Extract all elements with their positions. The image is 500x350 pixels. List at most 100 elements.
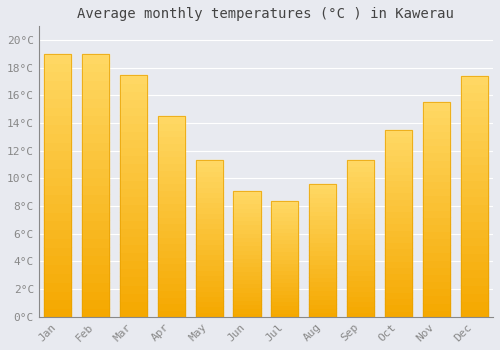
Bar	[309, 241, 336, 246]
Bar	[82, 203, 109, 212]
Bar	[234, 275, 260, 279]
Bar	[196, 181, 223, 187]
Bar	[158, 163, 185, 170]
Bar	[422, 252, 450, 260]
Bar	[347, 176, 374, 181]
Bar	[234, 191, 260, 317]
Bar	[460, 309, 488, 317]
Bar	[347, 259, 374, 265]
Bar	[271, 313, 298, 317]
Bar	[422, 102, 450, 317]
Bar	[44, 256, 72, 264]
Bar	[44, 177, 72, 186]
Bar	[422, 217, 450, 224]
Bar	[385, 130, 412, 136]
Bar	[460, 220, 488, 229]
Bar	[460, 188, 488, 196]
Bar	[385, 273, 412, 279]
Bar	[158, 223, 185, 230]
Bar	[422, 174, 450, 181]
Bar	[309, 273, 336, 277]
Bar	[158, 136, 185, 143]
Bar	[309, 211, 336, 215]
Bar	[234, 296, 260, 300]
Bar	[460, 132, 488, 140]
Bar	[460, 245, 488, 253]
Bar	[196, 160, 223, 317]
Bar	[347, 291, 374, 296]
Bar	[460, 253, 488, 261]
Bar	[309, 188, 336, 193]
Bar	[82, 212, 109, 220]
Bar	[385, 198, 412, 205]
Bar	[347, 202, 374, 207]
Bar	[196, 312, 223, 317]
Bar	[385, 261, 412, 267]
Bar	[158, 156, 185, 163]
Bar	[158, 284, 185, 290]
Bar	[460, 84, 488, 92]
Bar	[271, 201, 298, 204]
Bar	[385, 292, 412, 298]
Bar	[347, 265, 374, 270]
Bar	[196, 187, 223, 192]
Bar	[309, 184, 336, 317]
Bar	[44, 54, 72, 63]
Bar	[385, 236, 412, 242]
Bar	[158, 176, 185, 183]
Bar	[82, 177, 109, 186]
Bar	[385, 242, 412, 248]
Bar	[120, 212, 147, 220]
Bar	[271, 298, 298, 301]
Bar	[422, 210, 450, 217]
Bar	[44, 229, 72, 238]
Bar	[347, 296, 374, 301]
Bar	[271, 228, 298, 232]
Bar	[120, 188, 147, 196]
Bar	[460, 124, 488, 132]
Bar	[309, 277, 336, 281]
Bar	[234, 220, 260, 224]
Bar	[385, 174, 412, 180]
Bar	[158, 116, 185, 123]
Bar	[347, 270, 374, 275]
Bar	[234, 191, 260, 317]
Bar	[234, 258, 260, 262]
Bar	[422, 167, 450, 174]
Bar	[120, 139, 147, 147]
Bar	[271, 243, 298, 247]
Bar	[460, 164, 488, 172]
Bar	[196, 171, 223, 176]
Bar	[460, 172, 488, 180]
Bar	[309, 206, 336, 211]
Bar	[385, 186, 412, 192]
Bar	[309, 184, 336, 188]
Bar	[158, 237, 185, 243]
Bar	[309, 233, 336, 237]
Bar	[347, 249, 374, 254]
Bar	[460, 212, 488, 220]
Bar	[347, 286, 374, 291]
Bar	[82, 308, 109, 317]
Bar	[347, 160, 374, 166]
Bar	[422, 102, 450, 110]
Bar	[82, 229, 109, 238]
Bar	[422, 110, 450, 117]
Bar	[234, 271, 260, 275]
Bar	[460, 148, 488, 156]
Bar	[44, 220, 72, 229]
Bar	[44, 54, 72, 317]
Bar	[234, 283, 260, 287]
Bar	[82, 54, 109, 63]
Bar	[44, 150, 72, 159]
Bar	[82, 150, 109, 159]
Bar	[82, 141, 109, 150]
Bar	[234, 250, 260, 254]
Bar	[385, 230, 412, 236]
Bar	[385, 286, 412, 292]
Bar	[120, 244, 147, 252]
Bar	[158, 210, 185, 217]
Bar	[196, 160, 223, 166]
Bar	[460, 277, 488, 285]
Bar	[44, 247, 72, 256]
